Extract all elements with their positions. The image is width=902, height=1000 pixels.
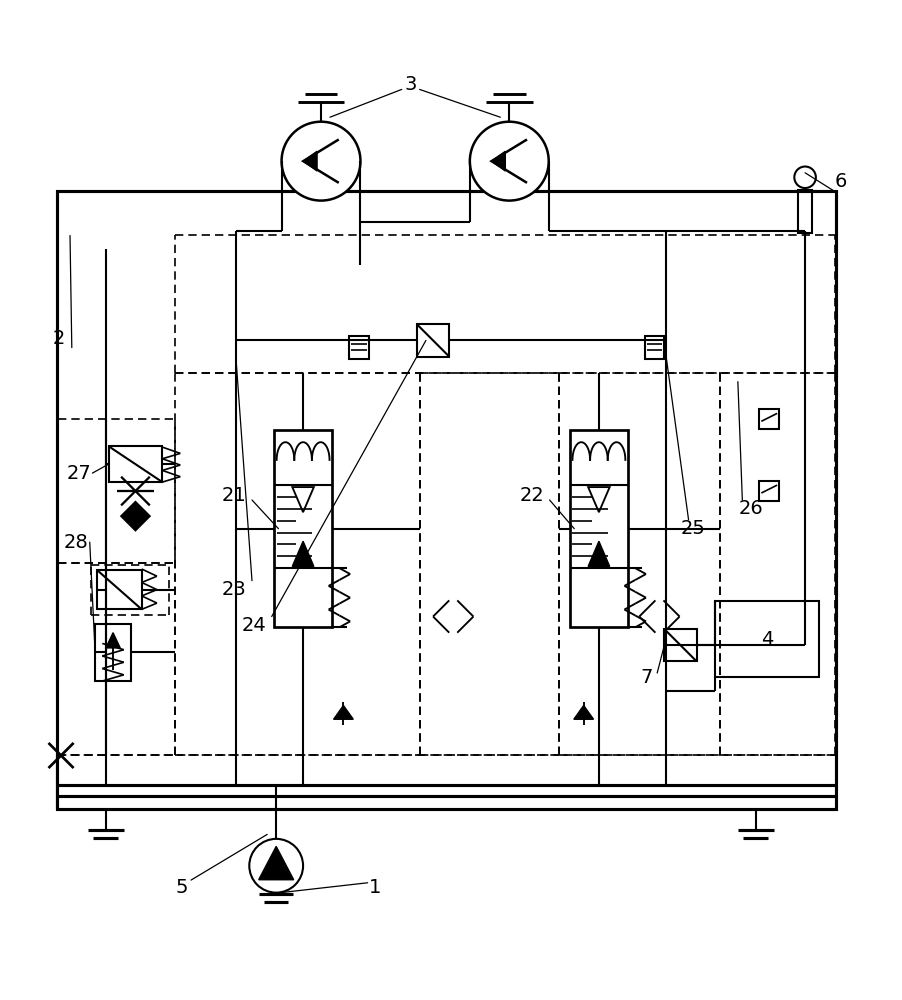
Bar <box>759 409 779 429</box>
Text: 21: 21 <box>222 486 246 505</box>
Polygon shape <box>334 705 354 719</box>
Text: 22: 22 <box>520 486 544 505</box>
Bar <box>95 624 131 681</box>
Bar <box>798 190 813 233</box>
Circle shape <box>470 122 548 201</box>
Circle shape <box>795 167 815 188</box>
Polygon shape <box>303 151 318 171</box>
Bar <box>97 570 142 609</box>
Bar <box>57 191 836 809</box>
Bar <box>759 481 779 501</box>
Circle shape <box>281 122 361 201</box>
Text: 23: 23 <box>222 580 246 599</box>
Bar <box>645 336 665 359</box>
Bar <box>570 430 628 627</box>
Bar <box>274 430 332 627</box>
Text: 7: 7 <box>640 668 653 687</box>
Polygon shape <box>574 705 594 719</box>
Polygon shape <box>259 846 294 880</box>
Text: 28: 28 <box>64 533 88 552</box>
Polygon shape <box>292 541 314 566</box>
Bar <box>417 324 449 357</box>
Text: 5: 5 <box>176 878 189 897</box>
Text: 27: 27 <box>67 464 91 483</box>
Polygon shape <box>492 151 505 171</box>
Bar <box>108 446 162 482</box>
Text: 25: 25 <box>681 519 705 538</box>
Circle shape <box>249 839 303 893</box>
Bar <box>349 336 369 359</box>
Bar <box>715 601 818 677</box>
Text: 3: 3 <box>404 75 417 94</box>
Polygon shape <box>121 502 150 530</box>
Text: 2: 2 <box>52 329 65 348</box>
Text: 6: 6 <box>834 172 847 191</box>
Text: 24: 24 <box>242 616 266 635</box>
Text: 26: 26 <box>739 499 764 518</box>
Polygon shape <box>106 633 120 648</box>
Text: 4: 4 <box>760 630 773 649</box>
Polygon shape <box>588 541 610 566</box>
Text: 1: 1 <box>369 878 381 897</box>
Bar <box>665 629 696 661</box>
